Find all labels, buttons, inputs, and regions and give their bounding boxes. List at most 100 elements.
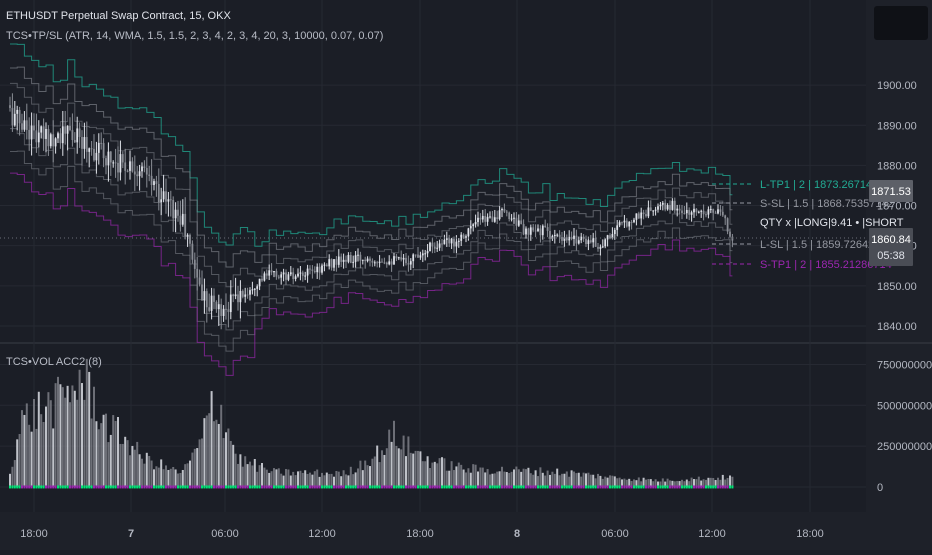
volume-signal-dot xyxy=(88,485,91,489)
candle-body xyxy=(280,274,283,278)
candle-body xyxy=(609,235,611,239)
volume-signal-dot xyxy=(400,485,403,489)
volume-signal-dot xyxy=(162,485,165,489)
candle-body xyxy=(678,208,681,211)
short-sl-inner-band xyxy=(10,150,733,352)
volume-bars-layer xyxy=(9,358,734,489)
candle-body xyxy=(285,272,287,280)
candle-body xyxy=(597,246,599,249)
volume-signal-dot xyxy=(126,485,129,489)
candle-body xyxy=(35,130,38,143)
volume-bar xyxy=(669,480,671,487)
candle-body xyxy=(88,148,91,152)
candle-body xyxy=(347,255,350,262)
volume-bar xyxy=(429,468,431,487)
volume-bar xyxy=(71,385,74,487)
volume-bar xyxy=(597,473,599,487)
volume-signal-dot xyxy=(700,485,703,489)
volume-bar xyxy=(383,454,386,487)
symbol-title[interactable]: ETHUSDT Perpetual Swap Contract, 15, OKX xyxy=(6,10,231,22)
volume-signal-dot xyxy=(37,485,40,489)
candle-body xyxy=(85,137,88,152)
candle-body xyxy=(340,256,343,262)
volume-signal-dot xyxy=(529,485,532,489)
indicator-legend[interactable]: TCS•TP/SL (ATR, 14, WMA, 1.5, 1.5, 2, 3,… xyxy=(6,30,384,42)
candle-body xyxy=(376,262,379,264)
volume-signal-dot xyxy=(196,485,199,489)
candle-body xyxy=(553,234,556,237)
volume-bar xyxy=(688,481,691,487)
volume-bar xyxy=(623,478,626,487)
volume-signal-dot xyxy=(376,485,379,489)
candle-body xyxy=(297,273,299,277)
volume-bar xyxy=(369,466,371,487)
volume-signal-dot xyxy=(477,485,479,489)
volume-indicator-legend[interactable]: TCS•VOL ACC2 (8) xyxy=(6,356,102,368)
volume-bar xyxy=(460,464,463,487)
volume-bar xyxy=(371,458,374,487)
volume-signal-dot xyxy=(277,485,280,489)
candle-body xyxy=(407,263,410,265)
volume-signal-dot xyxy=(630,485,633,489)
candle-body xyxy=(150,175,153,185)
volume-bar xyxy=(491,473,494,487)
volume-signal-dot xyxy=(520,485,523,489)
candle-body xyxy=(539,228,542,236)
candle-body xyxy=(47,129,50,147)
candle-body xyxy=(522,224,525,235)
volume-signal-dot xyxy=(234,485,237,489)
volume-bar xyxy=(107,442,110,487)
volume-signal-dot xyxy=(412,485,415,489)
volume-signal-dot xyxy=(441,485,443,489)
volume-bar xyxy=(635,480,638,487)
candle-body xyxy=(83,137,86,149)
volume-signal-dot xyxy=(613,485,616,489)
volume-bar xyxy=(385,448,388,487)
candle-body xyxy=(546,227,549,231)
candle-body xyxy=(205,291,208,308)
volume-bar xyxy=(426,456,429,487)
candle-body xyxy=(136,174,139,177)
volume-bar xyxy=(654,479,657,487)
candle-body xyxy=(28,129,31,140)
candle-body xyxy=(510,218,513,220)
volume-bar xyxy=(618,477,621,487)
candle-body xyxy=(529,227,532,235)
candle-body xyxy=(695,208,698,213)
volume-bar xyxy=(517,469,520,487)
volume-signal-dot xyxy=(369,485,371,489)
candle-body xyxy=(301,272,304,276)
volume-bar xyxy=(215,419,218,487)
volume-signal-dot xyxy=(95,485,98,489)
volume-signal-dot xyxy=(676,485,679,489)
volume-signal-dot xyxy=(484,485,487,489)
volume-bar xyxy=(124,436,127,487)
volume-signal-dot xyxy=(436,485,439,489)
candle-body xyxy=(349,255,352,263)
volume-bar xyxy=(153,469,155,487)
candle-body xyxy=(299,272,302,274)
volume-signal-dot xyxy=(165,485,167,489)
volume-bar xyxy=(100,423,103,487)
volume-signal-dot xyxy=(513,485,515,489)
top-right-widget[interactable] xyxy=(874,6,928,40)
volume-signal-dot xyxy=(678,485,681,489)
volume-signal-dot xyxy=(381,485,383,489)
candle-body xyxy=(520,220,523,225)
volume-bar xyxy=(285,469,287,487)
candle-body xyxy=(141,166,143,172)
candle-body xyxy=(479,217,482,220)
volume-signal-dot xyxy=(148,485,151,489)
volume-bar xyxy=(390,441,393,487)
volume-signal-dot xyxy=(47,485,50,489)
volume-signal-dot xyxy=(405,485,407,489)
candle-body xyxy=(229,294,232,313)
volume-bar xyxy=(573,471,575,487)
volume-signal-dot xyxy=(49,485,52,489)
candle-body xyxy=(37,132,40,143)
volume-signal-dot xyxy=(40,485,43,489)
volume-bar xyxy=(630,481,633,487)
long-sl-band xyxy=(10,128,733,331)
